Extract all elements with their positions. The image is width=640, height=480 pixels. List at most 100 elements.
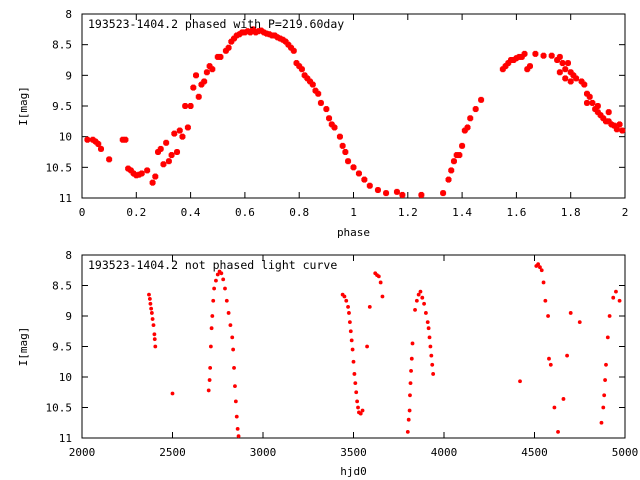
data-point	[393, 188, 400, 195]
data-point	[613, 126, 620, 133]
data-point	[247, 29, 254, 36]
data-point	[222, 47, 229, 54]
data-point	[150, 317, 155, 321]
data-point	[430, 362, 435, 367]
data-point	[505, 60, 512, 67]
data-point	[168, 152, 175, 159]
data-point	[258, 27, 265, 34]
data-point	[212, 286, 217, 291]
y-tick-label: 8.5	[52, 280, 72, 293]
x-tick-label: 3500	[340, 446, 367, 459]
data-point	[556, 53, 563, 60]
data-point	[195, 93, 202, 100]
data-point	[573, 75, 580, 82]
data-point	[605, 109, 612, 116]
data-point	[187, 103, 194, 109]
data-point	[125, 165, 132, 172]
data-point	[409, 369, 413, 373]
data-point	[312, 87, 319, 94]
data-point	[536, 262, 541, 267]
data-point	[552, 405, 557, 410]
x-tick-label: 4000	[431, 446, 458, 459]
data-point	[556, 430, 560, 434]
data-point	[336, 133, 343, 140]
y-tick-label: 8	[65, 249, 72, 262]
data-point	[207, 378, 212, 382]
data-point	[184, 124, 191, 131]
x-tick-label: 2500	[159, 446, 186, 459]
data-point	[219, 271, 224, 276]
data-point	[427, 335, 432, 340]
data-point	[407, 408, 412, 413]
data-point	[565, 353, 569, 358]
data-point	[408, 381, 413, 385]
x-tick-label: 2000	[69, 446, 96, 459]
data-point	[607, 314, 612, 318]
data-point	[577, 320, 582, 324]
data-point	[149, 179, 156, 186]
data-point	[309, 81, 316, 88]
x-tick-label: 1.2	[398, 206, 418, 219]
data-point	[429, 353, 434, 358]
data-point	[201, 78, 208, 85]
x-tick-label: 5000	[612, 446, 639, 459]
data-point	[366, 182, 373, 189]
data-point	[502, 63, 509, 70]
data-point	[215, 272, 220, 277]
data-point	[378, 280, 383, 285]
data-point	[601, 405, 606, 410]
data-point	[346, 304, 350, 309]
data-point	[182, 103, 189, 109]
data-point	[206, 388, 211, 393]
x-tick-label: 4500	[521, 446, 548, 459]
data-point	[559, 60, 566, 67]
data-point	[232, 365, 236, 370]
data-point	[413, 308, 417, 312]
data-point	[211, 298, 216, 303]
data-point	[424, 311, 428, 315]
data-point	[616, 121, 623, 128]
data-point	[541, 280, 546, 285]
data-point	[151, 323, 156, 328]
data-point	[160, 161, 167, 168]
y-tick-label: 10	[59, 131, 72, 144]
data-point	[594, 103, 601, 109]
data-point	[461, 127, 468, 134]
data-point	[235, 426, 240, 431]
data-point	[409, 356, 414, 361]
data-point	[130, 170, 137, 177]
data-point	[611, 122, 618, 129]
data-point	[376, 274, 381, 279]
data-point	[599, 420, 604, 425]
data-point	[562, 66, 569, 73]
data-point	[350, 347, 355, 352]
x-tick-label: 1.6	[506, 206, 526, 219]
data-point	[157, 145, 164, 152]
data-point	[347, 311, 351, 315]
data-point	[353, 381, 358, 385]
data-point	[499, 66, 506, 73]
data-point	[149, 306, 154, 311]
data-point	[583, 99, 590, 106]
data-point	[148, 301, 153, 306]
data-point	[198, 81, 205, 88]
data-point	[619, 127, 626, 134]
data-point	[307, 78, 314, 85]
data-point	[234, 414, 239, 419]
data-point	[448, 167, 455, 174]
data-point	[543, 298, 548, 303]
data-point	[356, 405, 360, 410]
data-point	[193, 72, 200, 79]
data-point	[547, 356, 551, 361]
data-point	[176, 127, 183, 134]
data-point	[147, 297, 152, 301]
data-point	[233, 399, 238, 404]
data-point	[578, 78, 585, 85]
data-point	[418, 289, 423, 294]
data-point	[230, 335, 235, 340]
x-tick-label: 0.8	[289, 206, 309, 219]
data-point	[416, 292, 421, 297]
data-point	[122, 136, 129, 143]
data-point	[450, 158, 457, 165]
